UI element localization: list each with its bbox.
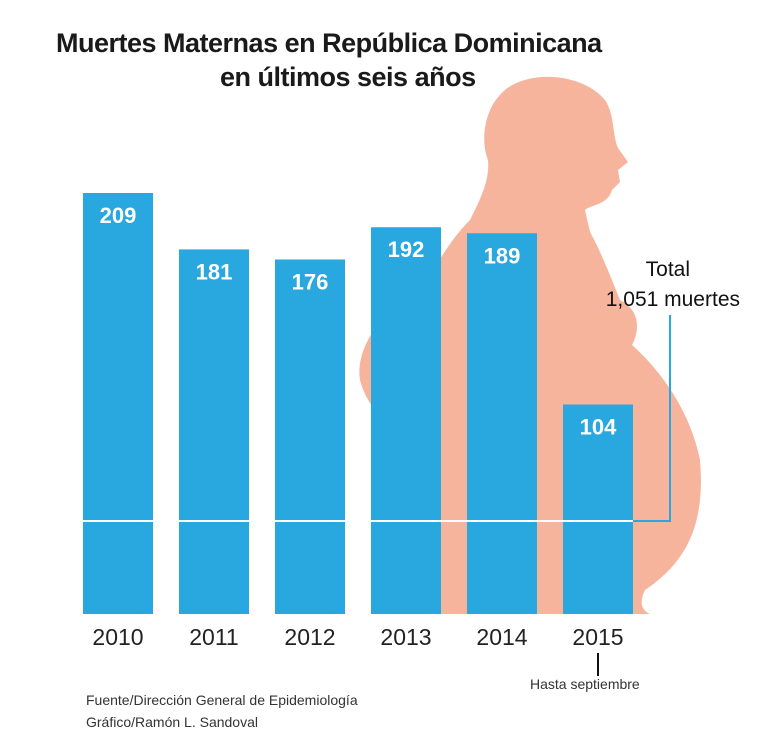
total-bracket — [633, 315, 671, 522]
bar-value-label: 181 — [196, 259, 233, 284]
bar-value-label: 209 — [100, 203, 137, 228]
x-tick-label: 2011 — [189, 624, 238, 650]
bar-2014 — [467, 233, 537, 614]
bar-value-label: 192 — [388, 237, 425, 262]
bar-2015 — [563, 404, 633, 614]
bar-2013 — [371, 227, 441, 614]
total-value: 1,051 muertes — [605, 288, 740, 311]
bar-2012 — [275, 259, 345, 614]
x-tick-label: 2010 — [92, 624, 143, 650]
bar-value-label: 189 — [484, 243, 521, 268]
x-tick-label: 2015 — [572, 624, 623, 650]
bar-value-label: 176 — [292, 269, 329, 294]
x-tick-label: 2012 — [284, 624, 335, 650]
source-text: Fuente/Dirección General de Epidemiologí… — [86, 692, 358, 708]
note-2015: Hasta septiembre — [530, 676, 640, 692]
bar-2011 — [179, 249, 249, 614]
bar-value-label: 104 — [580, 415, 617, 440]
x-tick-label: 2014 — [476, 624, 527, 650]
bar-2010 — [83, 193, 153, 614]
chart-subtitle: en últimos seis años — [220, 62, 476, 92]
total-label: Total — [645, 258, 690, 281]
x-tick-label: 2013 — [380, 624, 431, 650]
credit-text: Gráfico/Ramón L. Sandoval — [86, 714, 258, 730]
chart-title: Muertes Maternas en República Dominicana — [56, 28, 602, 58]
